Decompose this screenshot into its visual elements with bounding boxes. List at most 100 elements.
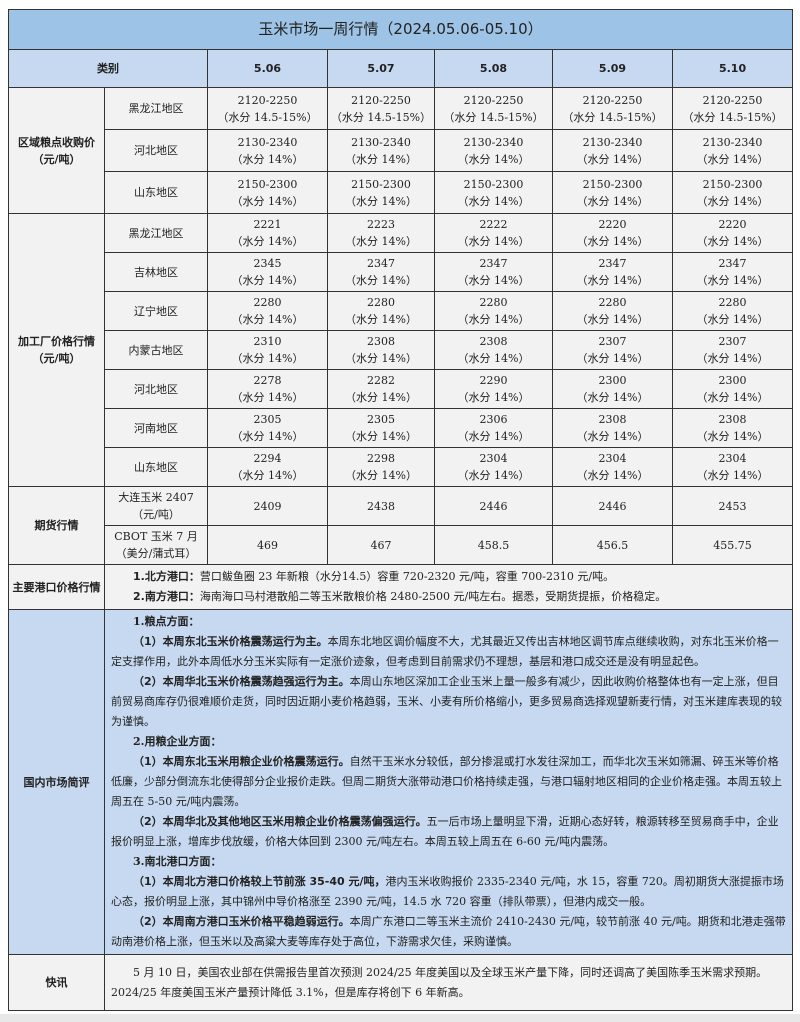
header-row: 类别 5.06 5.07 5.08 5.09 5.10	[8, 49, 794, 88]
moisture-note: （水分 14%）	[345, 430, 417, 443]
moisture-note: （水分 14%）	[345, 469, 417, 482]
port-text: 营口鲅鱼圈 23 年新粮（水分14.5）容重 720-2320 元/吨，容重 7…	[199, 570, 615, 583]
price-range: 2120-2250	[702, 93, 763, 107]
price-cell: 2347 （水分 14%）	[327, 252, 435, 292]
price-cell: 2300 （水分 14%）	[552, 369, 673, 409]
price-range: 2150-2300	[237, 177, 298, 191]
price-value: 2304	[598, 452, 627, 465]
review-content: 1.粮点方面： （1）本周东北玉米价格震荡运行为主。本周东北地区调价幅度不大，尤其…	[103, 609, 794, 955]
review-text: 港内玉米收购报价 2335-2340 元/吨，水 15，容重 720。周初期货大…	[111, 875, 784, 908]
price-cell: 2290 （水分 14%）	[434, 369, 553, 409]
price-cell: 2150-2300 （水分 14%）	[671, 171, 794, 214]
price-cell: 2120-2250 （水分 14.5-15%）	[671, 87, 794, 130]
price-range: 2130-2340	[702, 135, 763, 149]
price-cell: 2221 （水分 14%）	[207, 213, 328, 253]
price-value: 2304	[479, 452, 508, 465]
header-date: 5.10	[671, 49, 794, 88]
plant-row: 河北地区 2278 （水分 14%） 2282 （水分 14%） 2290 （水分 14%）…	[9, 369, 794, 409]
price-range: 2130-2340	[463, 135, 524, 149]
ports-label: 主要港口价格行情	[8, 564, 105, 610]
moisture-note: （水分 14%）	[345, 391, 417, 404]
plant-label: 加工厂价格行情 （元/吨）	[8, 213, 105, 487]
region-name: 山东地区	[104, 171, 208, 214]
price-value: 2223	[367, 218, 395, 231]
futures-value: 2446	[434, 486, 553, 526]
ports-content: 1.北方港口：营口鲅鱼圈 23 年新粮（水分14.5）容重 720-2320 元…	[103, 564, 794, 610]
price-cell: 2120-2250 （水分 14.5-15%）	[434, 87, 553, 130]
plant-row: 山东地区 2294 （水分 14%） 2298 （水分 14%） 2304 （水分 14%）…	[9, 447, 794, 487]
price-cell: 2307 （水分 14%）	[671, 330, 794, 370]
review-text: 本周东北地区调价幅度不大，尤其最近又传出吉林地区调节库点继续收购，对东北玉米价格…	[111, 635, 779, 668]
header-date: 5.07	[327, 49, 435, 88]
price-range: 2150-2300	[702, 177, 763, 191]
horizontal-scrollbar[interactable]	[0, 1014, 800, 1022]
price-value: 2280	[479, 296, 508, 309]
review-paragraph: （1）本周北方港口价格较上节前涨 35-40 元/吨，港内玉米收购报价 2335…	[111, 872, 788, 912]
price-value: 2220	[718, 218, 747, 231]
contract-name: 大连玉米 2407 （元/吨）	[104, 486, 208, 526]
price-value: 2307	[598, 335, 627, 348]
price-value: 2278	[253, 374, 282, 387]
price-cell: 2220 （水分 14%）	[671, 213, 794, 253]
price-value: 2347	[598, 257, 627, 270]
moisture-note: （水分 14%）	[696, 430, 769, 443]
price-value: 2298	[367, 452, 395, 465]
price-cell: 2282 （水分 14%）	[327, 369, 435, 409]
review-lead: （1）本周北方港口价格较上节前涨 35-40 元/吨，	[133, 875, 386, 888]
price-range: 2130-2340	[351, 135, 411, 149]
region-name: 辽宁地区	[104, 291, 208, 331]
price-cell: 2280 （水分 14%）	[207, 291, 328, 331]
plant-unit: （元/吨）	[32, 352, 81, 365]
futures-value: 455.75	[671, 525, 794, 565]
contract-title: 大连玉米 2407	[118, 491, 194, 504]
header-category: 类别	[8, 49, 208, 88]
price-cell: 2308 （水分 14%）	[552, 408, 673, 448]
price-value: 2310	[253, 335, 282, 348]
price-cell: 2304 （水分 14%）	[434, 447, 553, 487]
moisture-note: （水分 14%）	[457, 152, 530, 166]
moisture-note: （水分 14%）	[576, 235, 649, 248]
moisture-note: （水分 14%）	[231, 274, 304, 287]
review-lead: （2）本周华北及其他地区玉米用粮企业价格震荡偏强运行。	[133, 815, 427, 828]
port-text: 海南海口马村港散船二等玉米散粮价格 2480-2500 元/吨左右。据悉，受期货…	[199, 590, 667, 603]
price-cell: 2130-2340 （水分 14%）	[207, 129, 328, 172]
review-section-heading: 3.南北港口方面：	[133, 855, 222, 868]
regional-row: 河北地区 2130-2340 （水分 14%） 2130-2340 （水分 14%） 21…	[9, 129, 794, 172]
price-cell: 2280 （水分 14%）	[327, 291, 435, 331]
price-cell: 2130-2340 （水分 14%）	[327, 129, 435, 172]
review-text: 五一后市场上量明显下滑，近期心态好转，粮源转移至贸易商手中，企业报价明显上涨，增…	[111, 815, 779, 848]
price-cell: 2280 （水分 14%）	[552, 291, 673, 331]
price-value: 2347	[718, 257, 747, 270]
port-item: 1.北方港口：营口鲅鱼圈 23 年新粮（水分14.5）容重 720-2320 元…	[111, 567, 788, 587]
moisture-note: （水分 14.5-15%）	[682, 110, 783, 124]
price-value: 2300	[718, 374, 747, 387]
price-cell: 2150-2300 （水分 14%）	[434, 171, 553, 214]
price-value: 2345	[253, 257, 282, 270]
contract-unit: （美分/蒲式耳）	[115, 547, 197, 560]
moisture-note: （水分 14%）	[576, 469, 649, 482]
price-range: 2120-2250	[351, 93, 411, 107]
review-lead: （1）本周东北玉米用粮企业价格震荡运行。	[133, 755, 350, 768]
price-value: 2220	[598, 218, 627, 231]
price-value: 2304	[718, 452, 747, 465]
moisture-note: （水分 14%）	[345, 194, 417, 208]
moisture-note: （水分 14%）	[576, 313, 649, 326]
moisture-note: （水分 14%）	[231, 194, 304, 208]
review-paragraph: （1）本周东北玉米用粮企业价格震荡运行。自然干玉米水分较低，部分掺混或打水发往深…	[111, 752, 788, 812]
price-cell: 2294 （水分 14%）	[207, 447, 328, 487]
price-range: 2130-2340	[582, 135, 643, 149]
price-cell: 2280 （水分 14%）	[671, 291, 794, 331]
moisture-note: （水分 14%）	[457, 469, 530, 482]
review-row: 国内市场简评 1.粮点方面： （1）本周东北玉米价格震荡运行为主。本周东北地区调价…	[8, 609, 794, 955]
price-cell: 2280 （水分 14%）	[434, 291, 553, 331]
price-cell: 2130-2340 （水分 14%）	[552, 129, 673, 172]
price-cell: 2220 （水分 14%）	[552, 213, 673, 253]
moisture-note: （水分 14%）	[457, 274, 530, 287]
moisture-note: （水分 14%）	[457, 313, 530, 326]
price-value: 2280	[367, 296, 395, 309]
news-label: 快讯	[8, 954, 105, 1011]
price-value: 2308	[718, 413, 747, 426]
table-title: 玉米市场一周行情（2024.05.06-05.10）	[7, 9, 794, 50]
moisture-note: （水分 14.5-15%）	[443, 110, 544, 124]
moisture-note: （水分 14.5-15%）	[330, 110, 432, 124]
